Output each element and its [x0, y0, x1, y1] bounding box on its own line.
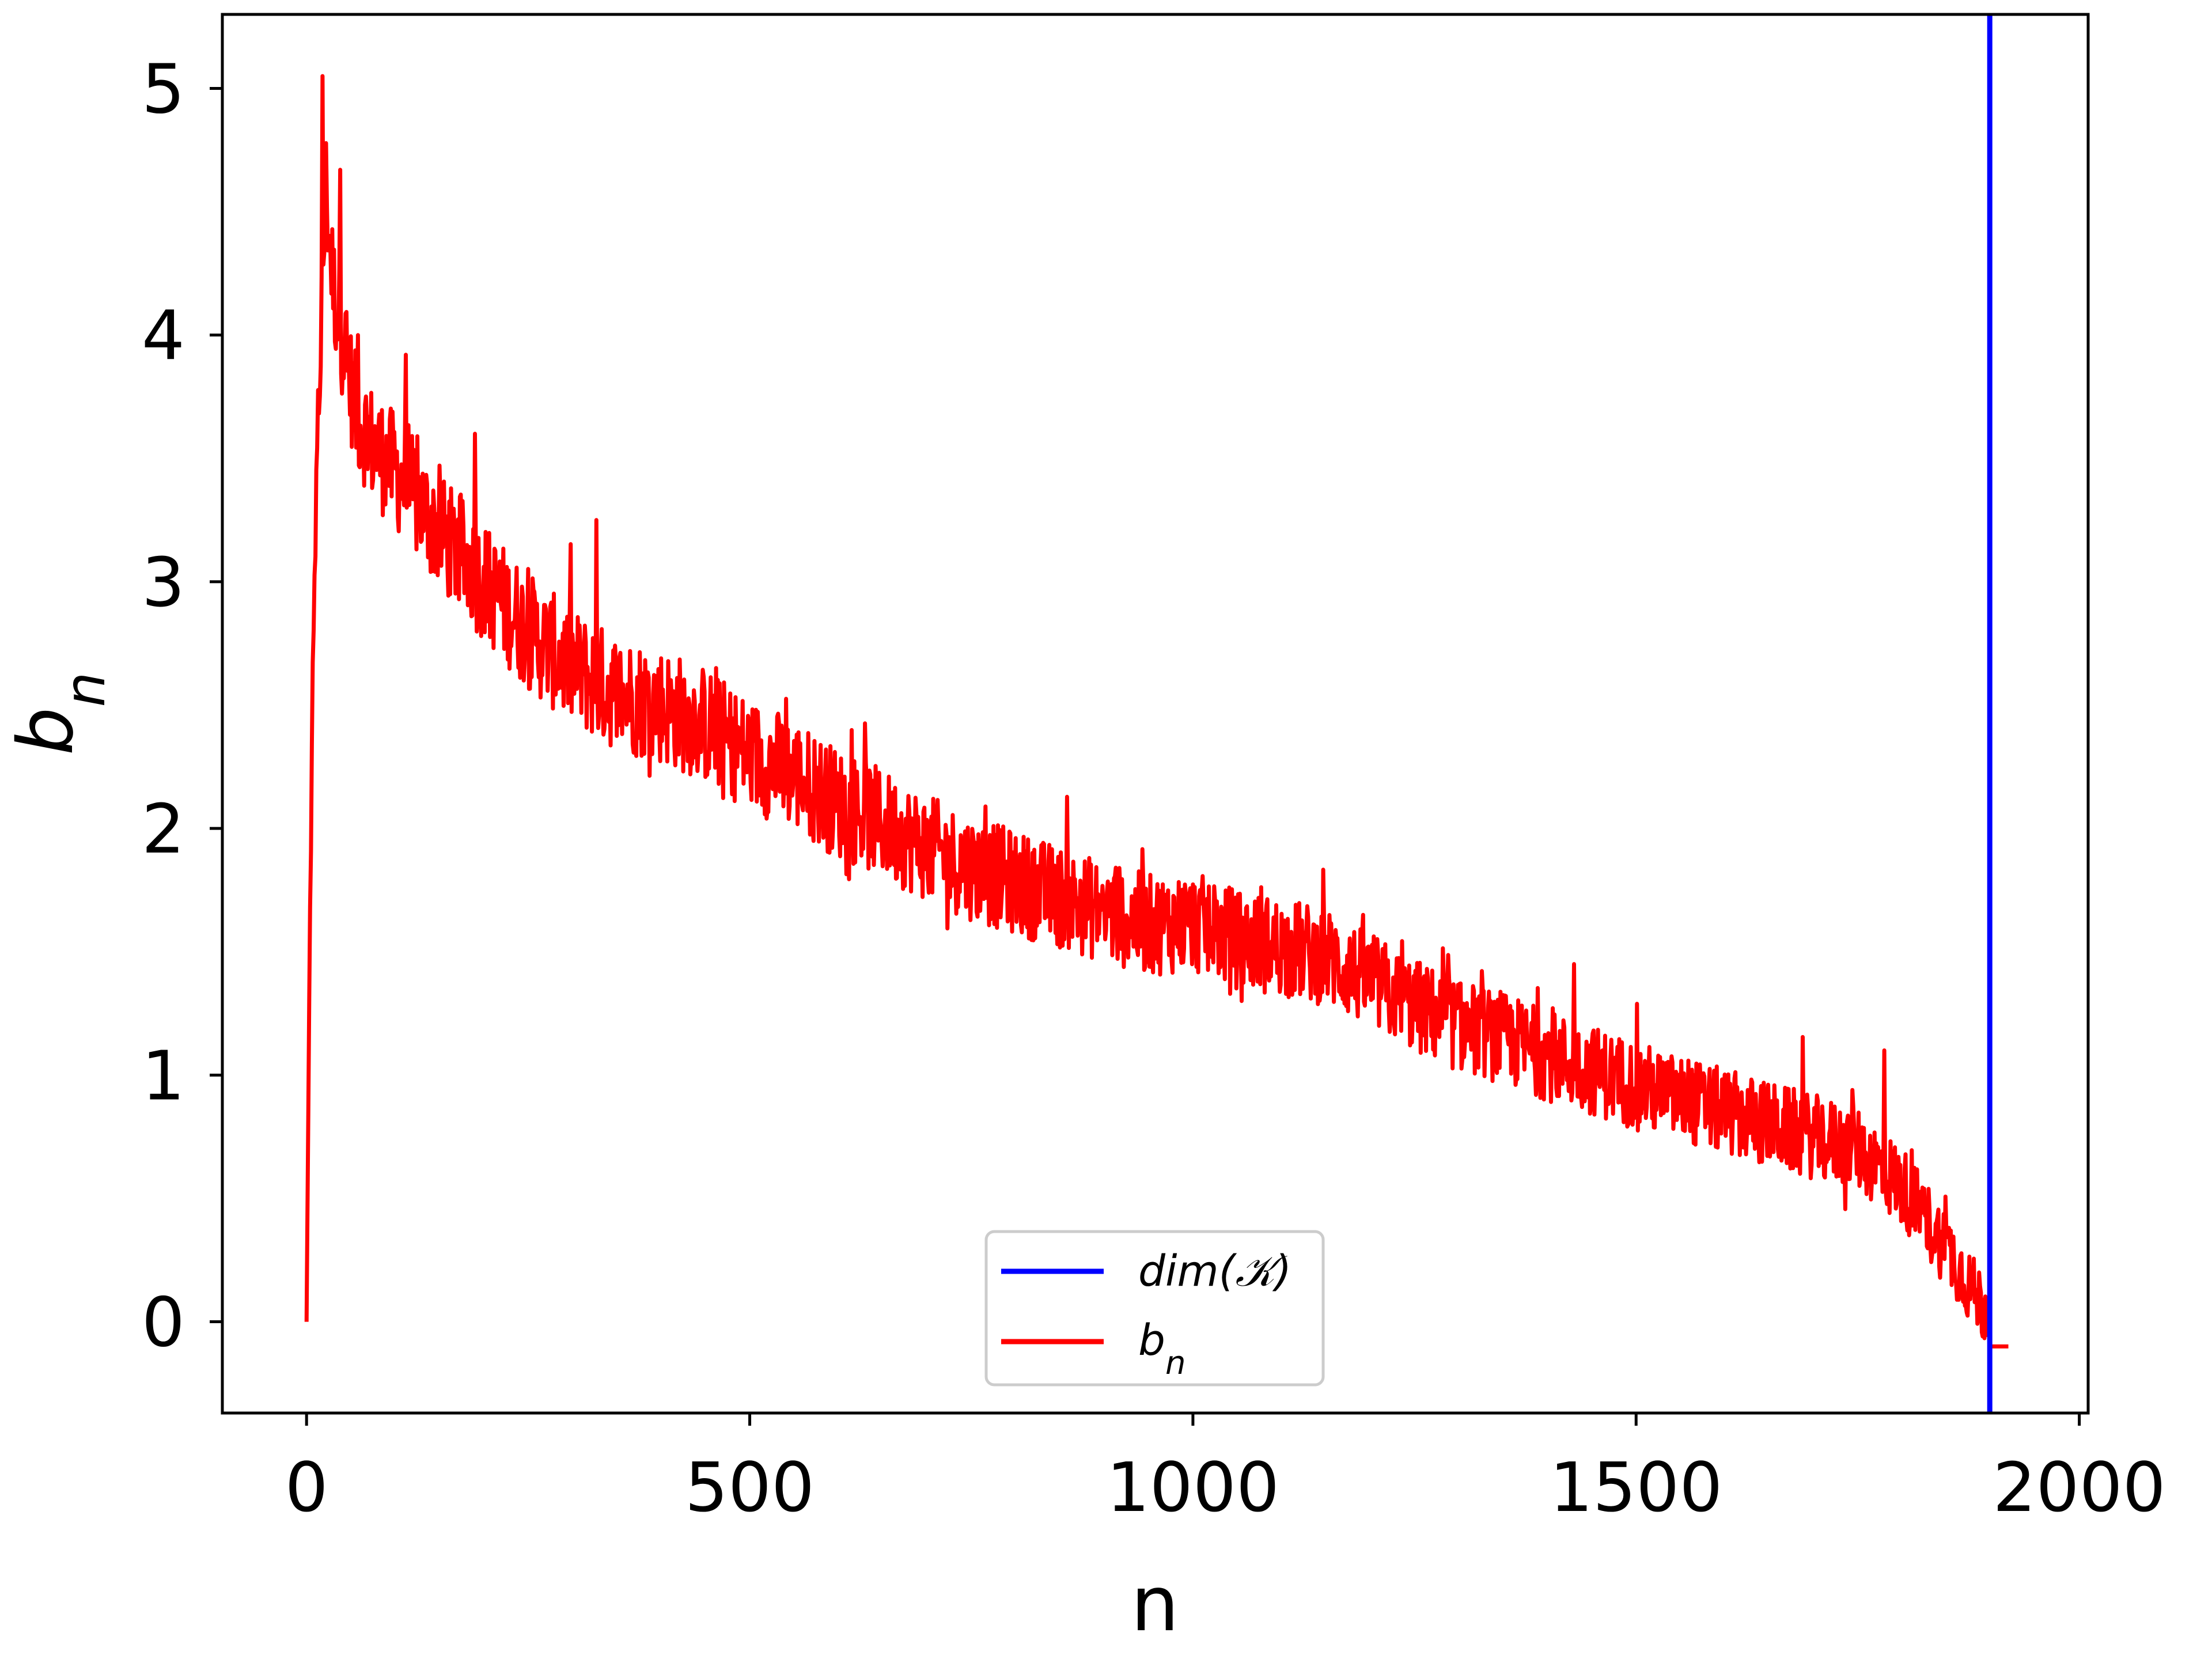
y-tick-label: 2 — [142, 789, 185, 869]
legend: dim(𝒦) bn — [984, 1230, 1325, 1387]
x-tick-label: 0 — [285, 1448, 328, 1527]
y-tick-label: 1 — [142, 1036, 185, 1115]
x-tick-label: 500 — [685, 1448, 815, 1527]
y-tick-label: 5 — [142, 49, 185, 128]
x-axis: 0 500 1000 1500 2000 — [285, 1413, 2166, 1527]
x-axis-label: n — [1131, 1560, 1179, 1649]
x-tick-label: 1000 — [1107, 1448, 1279, 1527]
legend-label-dim: dim(𝒦) — [1138, 1247, 1291, 1296]
y-axis: 0 1 2 3 4 5 — [142, 49, 222, 1362]
series-layer — [304, 14, 2010, 1413]
y-tick-label: 4 — [142, 296, 185, 376]
x-tick-label: 1500 — [1550, 1448, 1722, 1527]
y-axis-label: bn — [2, 672, 118, 756]
series-line-bn — [304, 74, 2010, 1349]
x-tick-label: 2000 — [1993, 1448, 2165, 1527]
legend-label-bn: bn — [1138, 1316, 1185, 1382]
y-tick-label: 3 — [142, 543, 185, 622]
plot-frame — [221, 13, 2090, 1415]
y-tick-label: 0 — [142, 1283, 185, 1362]
